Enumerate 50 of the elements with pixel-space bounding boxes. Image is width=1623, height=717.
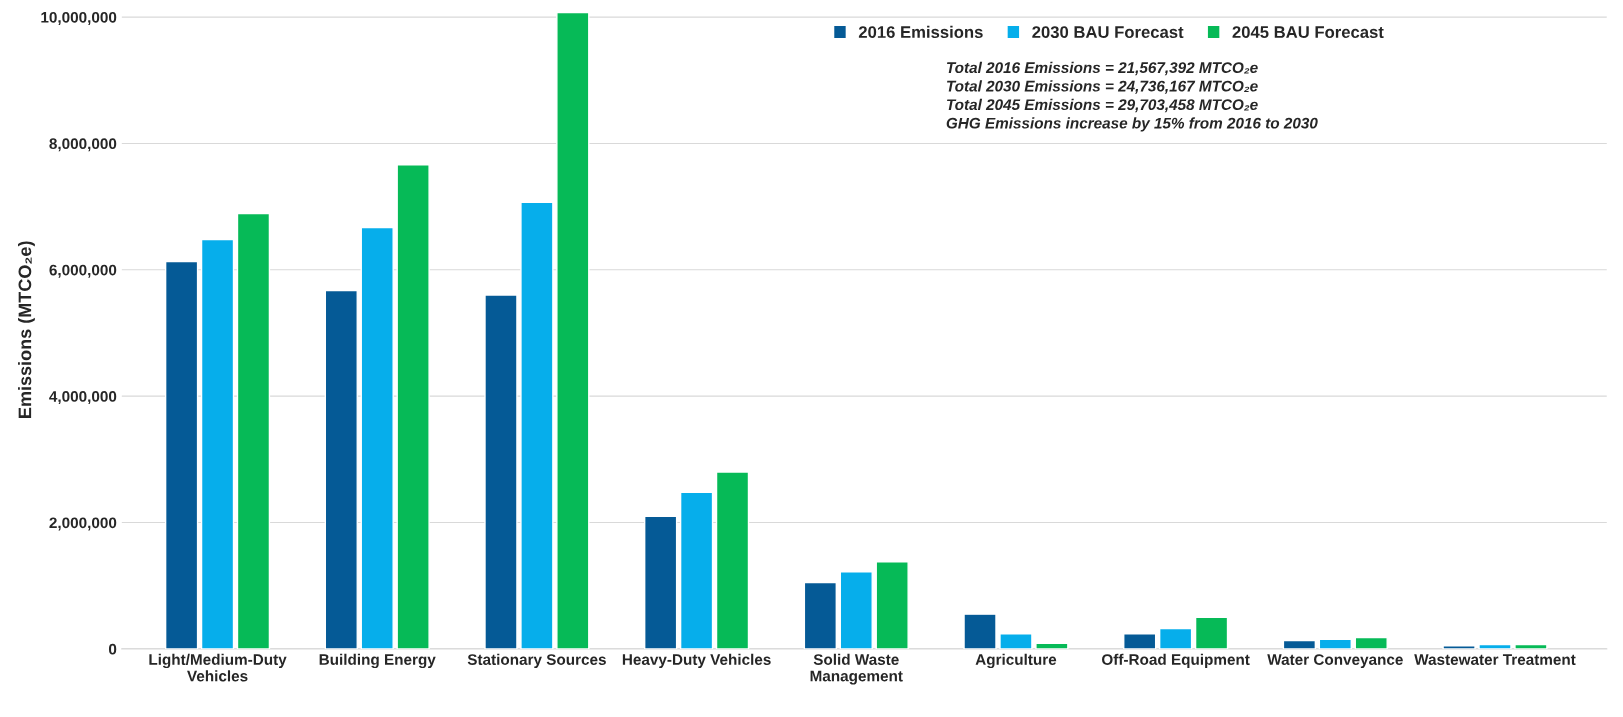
bar — [1194, 616, 1229, 649]
legend-label: 2016 Emissions — [858, 25, 983, 38]
bar — [324, 289, 358, 649]
bar — [1478, 643, 1512, 649]
bar — [803, 581, 837, 649]
legend-label: 2030 BAU Forecast — [1032, 26, 1184, 39]
x-tick-label: Water Conveyance — [1267, 654, 1403, 668]
bar — [360, 226, 394, 649]
bar — [1282, 639, 1317, 649]
x-tick-label: Off-Road Equipment — [1102, 653, 1250, 668]
annotation: Total 2016 Emissions = 21,567,392 MTCO₂e — [947, 61, 1258, 76]
x-tick-label: Building Energy — [319, 653, 436, 669]
y-tick-label: 2,000,000 — [49, 517, 117, 531]
legend-label: 2045 BAU Forecast — [1232, 26, 1384, 38]
bar — [963, 613, 997, 649]
x-tick-label: Stationary Sources — [467, 653, 606, 668]
x-tick-label: Solid Waste Management — [810, 653, 903, 685]
bar — [999, 633, 1033, 649]
bar — [484, 294, 518, 649]
bar — [1035, 642, 1069, 649]
bar — [396, 164, 430, 649]
x-tick-label: Light/Medium-Duty Vehicles — [149, 653, 287, 682]
bar — [1514, 643, 1548, 649]
bar — [200, 238, 235, 649]
bar — [1158, 627, 1193, 649]
annotation: GHG Emissions increase by 15% from 2016 to 2030 — [946, 117, 1318, 132]
bar — [1442, 645, 1476, 649]
x-tick-label: Agriculture — [975, 653, 1057, 669]
bar — [839, 571, 873, 649]
y-tick-label: 8,000,000 — [49, 138, 117, 152]
bar — [679, 491, 714, 649]
x-tick-label: Heavy-Duty Vehicles — [622, 653, 771, 668]
x-tick-label: Wastewater Treatment — [1414, 654, 1576, 665]
y-tick-label: 10,000,000 — [41, 11, 117, 25]
bar — [643, 515, 678, 649]
bar — [520, 201, 554, 649]
annotation: Total 2030 Emissions = 24,736,167 MTCO₂e — [947, 80, 1258, 94]
annotation: Total 2045 Emissions = 29,703,458 MTCO₂e — [947, 98, 1258, 113]
bar — [875, 560, 909, 649]
y-tick-label: 6,000,000 — [49, 264, 117, 278]
bar — [1318, 638, 1352, 649]
y-tick-label: 4,000,000 — [49, 391, 117, 405]
bar — [1123, 633, 1157, 649]
bar — [556, 11, 590, 649]
y-tick-label: 0 — [108, 643, 117, 655]
y-axis-title: Emissions (MTCO₂e) — [18, 241, 35, 418]
bar — [236, 212, 271, 649]
bar — [164, 260, 199, 649]
bar — [1354, 636, 1388, 649]
bar — [715, 471, 750, 649]
